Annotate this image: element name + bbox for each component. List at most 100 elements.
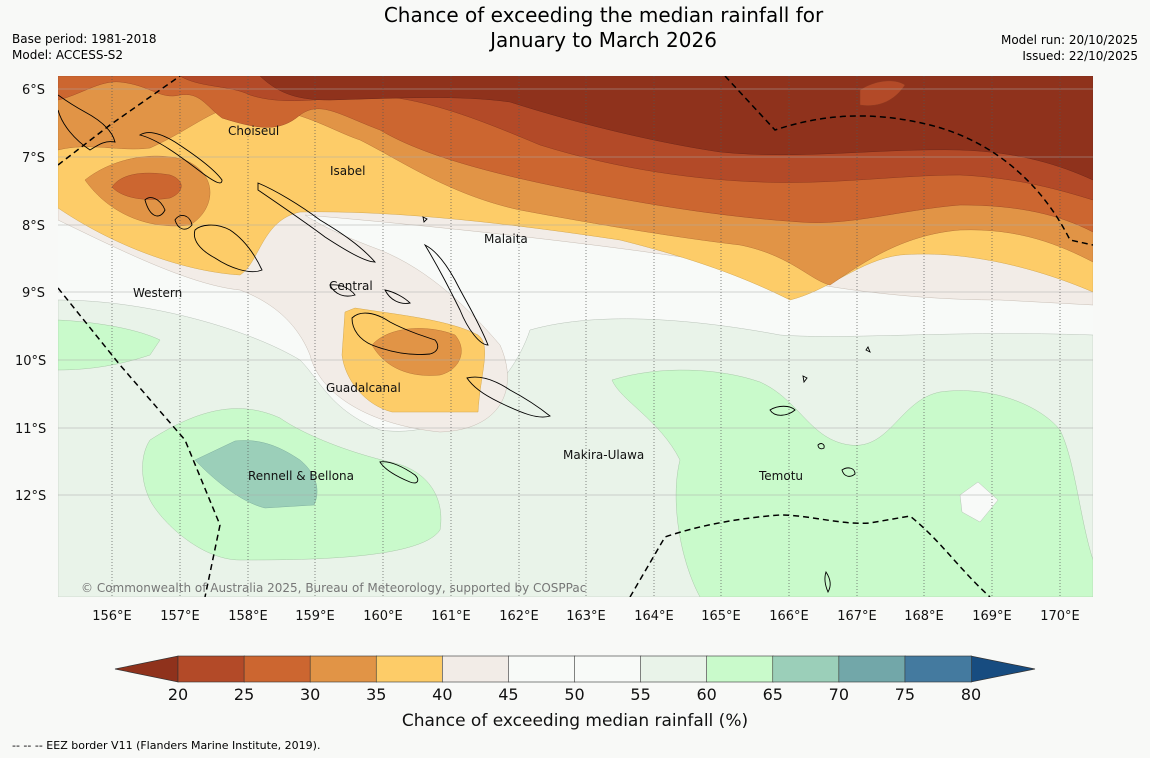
colorbar-cell — [508, 655, 576, 683]
colorbar-ticks: 20 25 30 35 40 45 50 55 60 65 70 75 80 — [168, 685, 981, 704]
map-plot-area: Choiseul Isabel Malaita Central Western … — [58, 76, 1093, 597]
lon-tick: 167°E — [837, 609, 877, 624]
lat-tick: 6°S — [22, 83, 45, 98]
colorbar-tick-label: 25 — [234, 685, 254, 704]
colorbar-cell — [574, 655, 642, 683]
colorbar-cell — [706, 655, 774, 683]
eez-border-south-east — [629, 514, 991, 597]
lat-tick: 12°S — [15, 489, 46, 504]
lon-axis: 156°E 157°E 158°E 159°E 160°E 161°E 162°… — [92, 609, 1080, 624]
colorbar-tick-label: 35 — [366, 685, 386, 704]
island-tikopia — [817, 443, 825, 450]
colorbar-tick-label: 80 — [961, 685, 981, 704]
lon-tick: 168°E — [904, 609, 944, 624]
model-name: Model: ACCESS-S2 — [12, 48, 124, 62]
lon-tick: 158°E — [228, 609, 268, 624]
colorbar-cell — [772, 655, 840, 683]
colorbar-arrow-high — [970, 655, 1036, 683]
grid — [58, 88, 1093, 496]
coastlines — [58, 94, 871, 594]
lat-tick: 10°S — [15, 354, 46, 369]
label-malaita: Malaita — [484, 232, 528, 246]
label-choiseul: Choiseul — [228, 124, 279, 138]
island-vanikoro — [841, 467, 856, 477]
band-20-25-patch — [859, 80, 906, 106]
colorbar-tick-label: 70 — [829, 685, 849, 704]
island-makira — [466, 376, 551, 418]
lon-tick: 159°E — [295, 609, 335, 624]
lon-tick: 170°E — [1040, 609, 1080, 624]
island-choiseul — [138, 132, 223, 184]
chart-title: Chance of exceeding the median rainfall … — [0, 3, 1150, 53]
colorbar-tick-label: 55 — [630, 685, 650, 704]
label-guadalcanal: Guadalcanal — [326, 381, 401, 395]
label-western: Western — [133, 286, 182, 300]
band-30-35-guadalcanal — [371, 328, 462, 376]
meta-left: Base period: 1981-2018 Model: ACCESS-S2 — [12, 31, 157, 63]
colorbar-cell — [243, 655, 311, 683]
eez-borders — [58, 76, 1093, 597]
model-run: Model run: 20/10/2025 — [1000, 33, 1138, 47]
lon-tick: 156°E — [92, 609, 132, 624]
label-temotu: Temotu — [758, 469, 803, 483]
island-small-1 — [422, 216, 871, 384]
label-central: Central — [329, 279, 373, 293]
lat-tick: 8°S — [22, 219, 45, 234]
colorbar-tick-label: 60 — [696, 685, 716, 704]
colorbar: 20 25 30 35 40 45 50 55 60 65 70 75 80 Chance of exc… — [114, 655, 1036, 731]
island-malaita — [423, 243, 489, 346]
colorbar-tick-label: 20 — [168, 685, 188, 704]
eez-border-south-west — [58, 287, 221, 597]
colorbar-title: Chance of exceeding median rainfall (%) — [402, 711, 748, 731]
band-60-65-west — [58, 319, 161, 371]
colorbar-cell — [904, 655, 972, 683]
base-period: Base period: 1981-2018 — [12, 32, 157, 46]
colorbar-cells — [177, 655, 972, 683]
copyright-notice: © Commonwealth of Australia 2025, Bureau… — [81, 581, 586, 595]
island-rennell — [379, 461, 419, 484]
colorbar-cell — [375, 655, 444, 683]
lat-axis: 6°S 7°S 8°S 9°S 10°S 11°S 12°S — [15, 83, 46, 504]
colorbar-tick-label: 40 — [432, 685, 452, 704]
band-60-65-east — [611, 369, 1093, 597]
eez-border-north-west — [58, 76, 181, 166]
colorbar-cell — [442, 655, 510, 683]
lat-tick: 11°S — [15, 422, 46, 437]
colorbar-tick-label: 75 — [895, 685, 915, 704]
colorbar-cell — [309, 655, 378, 683]
colorbar-arrow-low — [114, 655, 179, 683]
label-makira: Makira-Ulawa — [563, 448, 644, 462]
title-line-2: January to March 2026 — [490, 28, 717, 52]
island-new-georgia — [144, 197, 263, 273]
colorbar-tick-label: 65 — [763, 685, 783, 704]
lon-tick: 163°E — [566, 609, 606, 624]
island-bougainville — [58, 94, 116, 151]
band-55-60-hole — [959, 481, 999, 523]
lon-tick: 162°E — [499, 609, 539, 624]
colorbar-cell — [838, 655, 906, 683]
title-line-1: Chance of exceeding the median rainfall … — [383, 3, 824, 27]
lon-tick: 165°E — [701, 609, 741, 624]
island-guadalcanal — [351, 312, 439, 355]
lon-tick: 164°E — [634, 609, 674, 624]
lat-tick: 7°S — [22, 151, 45, 166]
label-rennell: Rennell & Bellona — [248, 469, 354, 483]
eez-footnote: -- -- -- EEZ border V11 (Flanders Marine… — [12, 739, 321, 752]
colorbar-cell — [640, 655, 708, 683]
colorbar-tick-label: 50 — [564, 685, 584, 704]
lon-tick: 157°E — [160, 609, 200, 624]
island-florida — [329, 284, 411, 304]
lon-tick: 160°E — [363, 609, 403, 624]
lon-tick: 161°E — [431, 609, 471, 624]
band-65-70 — [194, 440, 318, 509]
label-isabel: Isabel — [330, 164, 365, 178]
issued-date: Issued: 22/10/2025 — [1022, 49, 1138, 63]
island-anuta — [824, 570, 831, 594]
eez-border-north-east — [724, 76, 1093, 246]
colorbar-tick-label: 30 — [300, 685, 320, 704]
meta-right: Model run: 20/10/2025 Issued: 22/10/2025 — [1001, 32, 1138, 64]
colorbar-tick-label: 45 — [498, 685, 518, 704]
island-isabel — [257, 182, 376, 263]
colorbar-cell — [177, 655, 245, 683]
